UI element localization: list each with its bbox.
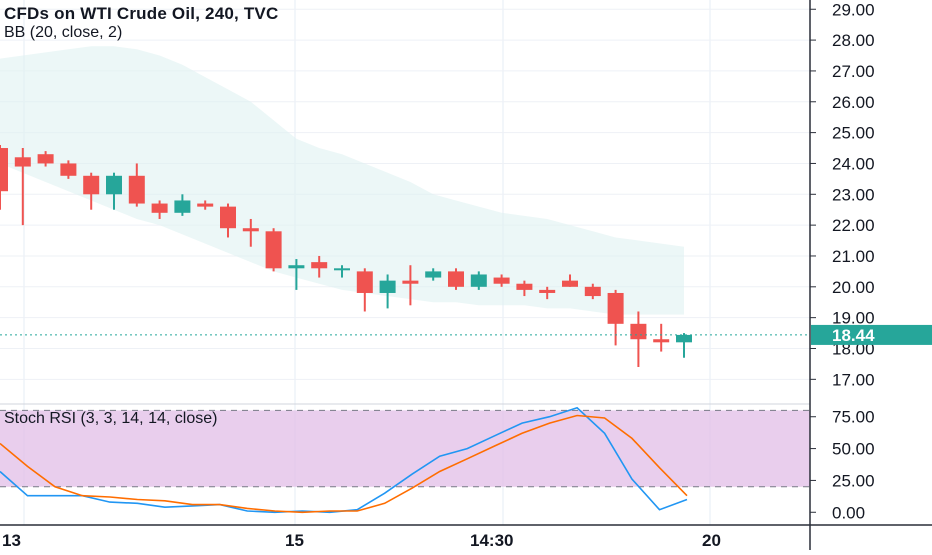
candle — [539, 286, 556, 300]
candle-body — [83, 175, 100, 195]
candle-body — [356, 271, 373, 293]
candle-body — [151, 203, 168, 213]
candle-body — [493, 277, 510, 284]
candle — [356, 268, 373, 312]
candle — [60, 160, 77, 179]
candle-body — [265, 231, 282, 269]
candle-body — [242, 228, 259, 232]
candle — [151, 200, 168, 219]
bollinger-legend: BB (20, close, 2) — [4, 24, 123, 41]
candle — [106, 172, 122, 210]
price-tick-label: 20.00 — [832, 278, 875, 297]
candle — [197, 200, 214, 210]
price-tick-label: 17.00 — [832, 370, 875, 389]
stoch-band — [0, 410, 810, 487]
candle — [14, 148, 31, 226]
price-tick-label: 19.00 — [832, 309, 875, 328]
candle — [311, 255, 328, 278]
price-tick-label: 23.00 — [832, 185, 875, 204]
candle-body — [14, 157, 31, 167]
candle — [630, 311, 647, 367]
candle-body — [584, 286, 601, 297]
price-tick-label: 21.00 — [832, 247, 875, 266]
candle — [334, 265, 350, 278]
price-tick-label: 29.00 — [832, 0, 875, 19]
stoch-d-line — [0, 414, 688, 514]
candle — [402, 265, 419, 306]
stoch-rsi-legend: Stoch RSI (3, 3, 14, 14, close) — [4, 410, 218, 427]
osc-tick-label: 0.00 — [832, 503, 865, 522]
osc-tick-label: 25.00 — [832, 471, 875, 490]
candle-body — [60, 163, 77, 176]
candle-body — [311, 262, 328, 269]
candle-body — [0, 148, 8, 192]
bollinger-band-fill — [0, 46, 684, 315]
candle-body — [653, 339, 670, 343]
osc-tick-label: 75.00 — [832, 408, 875, 427]
candle-body — [379, 280, 396, 293]
candle — [584, 283, 601, 300]
candle-body — [470, 274, 487, 287]
candle-body — [402, 280, 419, 284]
candle — [676, 333, 692, 358]
candle — [379, 274, 396, 309]
candle-body — [128, 175, 145, 204]
candle-body — [37, 154, 54, 164]
last-price-badge — [811, 324, 932, 345]
time-tick-label: 13 — [2, 531, 21, 550]
candle — [265, 228, 282, 272]
candle — [174, 194, 191, 216]
candle-body — [607, 292, 624, 324]
candle — [493, 274, 510, 287]
candle-body — [197, 203, 214, 207]
candle-body — [174, 200, 191, 213]
last-price-label: 18.44 — [832, 326, 875, 345]
candle — [516, 280, 533, 297]
candle-body — [220, 206, 236, 229]
candle-body — [425, 271, 442, 278]
candle — [83, 172, 100, 210]
osc-tick-label: 50.00 — [832, 440, 875, 459]
candle-body — [539, 289, 556, 293]
candle — [288, 259, 305, 290]
candle — [220, 203, 236, 238]
time-tick-label: 14:30 — [470, 531, 513, 550]
candle-body — [630, 323, 647, 340]
price-tick-label: 24.00 — [832, 154, 875, 173]
price-tick-label: 22.00 — [832, 216, 875, 235]
price-tick-label: 26.00 — [832, 93, 875, 112]
candle — [128, 163, 145, 207]
candle — [425, 268, 442, 281]
candle — [470, 271, 487, 290]
candle-body — [516, 283, 533, 290]
candle-body — [106, 175, 122, 195]
candle — [562, 274, 578, 287]
candle-body — [334, 268, 350, 271]
candle — [0, 144, 8, 210]
price-axis-bg — [810, 0, 932, 550]
candle — [37, 151, 54, 167]
price-tick-label: 25.00 — [832, 124, 875, 143]
candle — [242, 218, 259, 247]
time-tick-label: 20 — [702, 531, 721, 550]
candle — [607, 289, 624, 346]
candle — [448, 268, 464, 290]
candle — [653, 323, 670, 352]
candle-body — [288, 265, 305, 269]
chart-title: CFDs on WTI Crude Oil, 240, TVC — [4, 4, 279, 23]
price-tick-label: 27.00 — [832, 62, 875, 81]
time-tick-label: 15 — [285, 531, 304, 550]
price-tick-label: 28.00 — [832, 31, 875, 50]
candle-body — [676, 334, 692, 343]
candle-body — [448, 271, 464, 287]
candle-body — [562, 280, 578, 287]
